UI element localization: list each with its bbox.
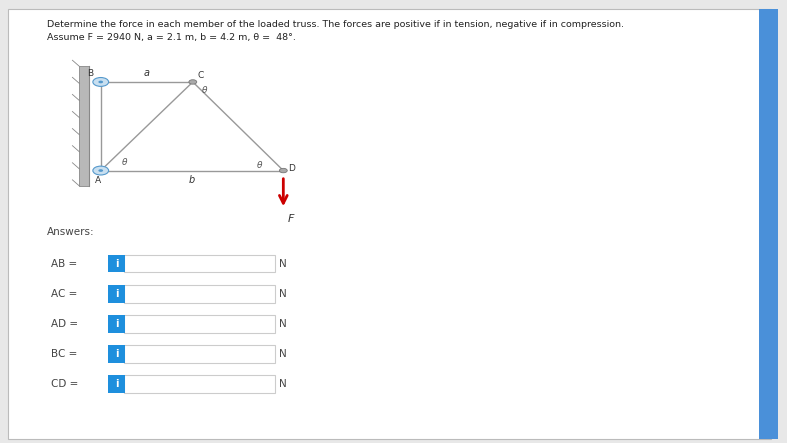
Text: i: i: [115, 349, 118, 359]
Text: D: D: [288, 164, 294, 173]
Text: N: N: [279, 259, 287, 268]
Text: i: i: [115, 259, 118, 268]
Text: AB =: AB =: [51, 259, 77, 268]
Bar: [79, 66, 89, 186]
Text: i: i: [115, 379, 118, 389]
FancyBboxPatch shape: [108, 285, 125, 303]
FancyBboxPatch shape: [124, 315, 275, 333]
Circle shape: [279, 168, 287, 173]
Text: N: N: [279, 319, 287, 329]
Circle shape: [98, 169, 103, 172]
FancyBboxPatch shape: [124, 375, 275, 393]
Text: F: F: [288, 214, 294, 225]
FancyBboxPatch shape: [8, 9, 771, 439]
Text: θ: θ: [257, 161, 262, 170]
FancyBboxPatch shape: [108, 345, 125, 363]
Text: θ: θ: [202, 86, 207, 95]
Text: i: i: [115, 289, 118, 299]
FancyBboxPatch shape: [124, 345, 275, 363]
FancyBboxPatch shape: [108, 375, 125, 393]
Text: BC =: BC =: [51, 349, 78, 359]
Text: B: B: [87, 70, 94, 78]
FancyBboxPatch shape: [124, 255, 275, 272]
Bar: [759, 9, 778, 439]
Text: N: N: [279, 349, 287, 359]
FancyBboxPatch shape: [124, 285, 275, 303]
Circle shape: [98, 81, 103, 83]
Text: Determine the force in each member of the loaded truss. The forces are positive : Determine the force in each member of th…: [47, 20, 624, 29]
Text: AC =: AC =: [51, 289, 78, 299]
Text: N: N: [279, 379, 287, 389]
Circle shape: [93, 78, 109, 86]
Text: AD =: AD =: [51, 319, 78, 329]
Text: b: b: [189, 175, 195, 185]
FancyBboxPatch shape: [108, 315, 125, 333]
Text: θ: θ: [122, 158, 127, 167]
Text: A: A: [94, 176, 101, 185]
Text: CD =: CD =: [51, 379, 79, 389]
Text: a: a: [144, 68, 150, 78]
Text: i: i: [115, 319, 118, 329]
Text: Answers:: Answers:: [47, 227, 95, 237]
Circle shape: [189, 80, 197, 84]
FancyBboxPatch shape: [108, 255, 125, 272]
Text: C: C: [198, 71, 204, 80]
Text: N: N: [279, 289, 287, 299]
Circle shape: [93, 166, 109, 175]
Text: Assume F = 2940 N, a = 2.1 m, b = 4.2 m, θ =  48°.: Assume F = 2940 N, a = 2.1 m, b = 4.2 m,…: [47, 33, 296, 42]
